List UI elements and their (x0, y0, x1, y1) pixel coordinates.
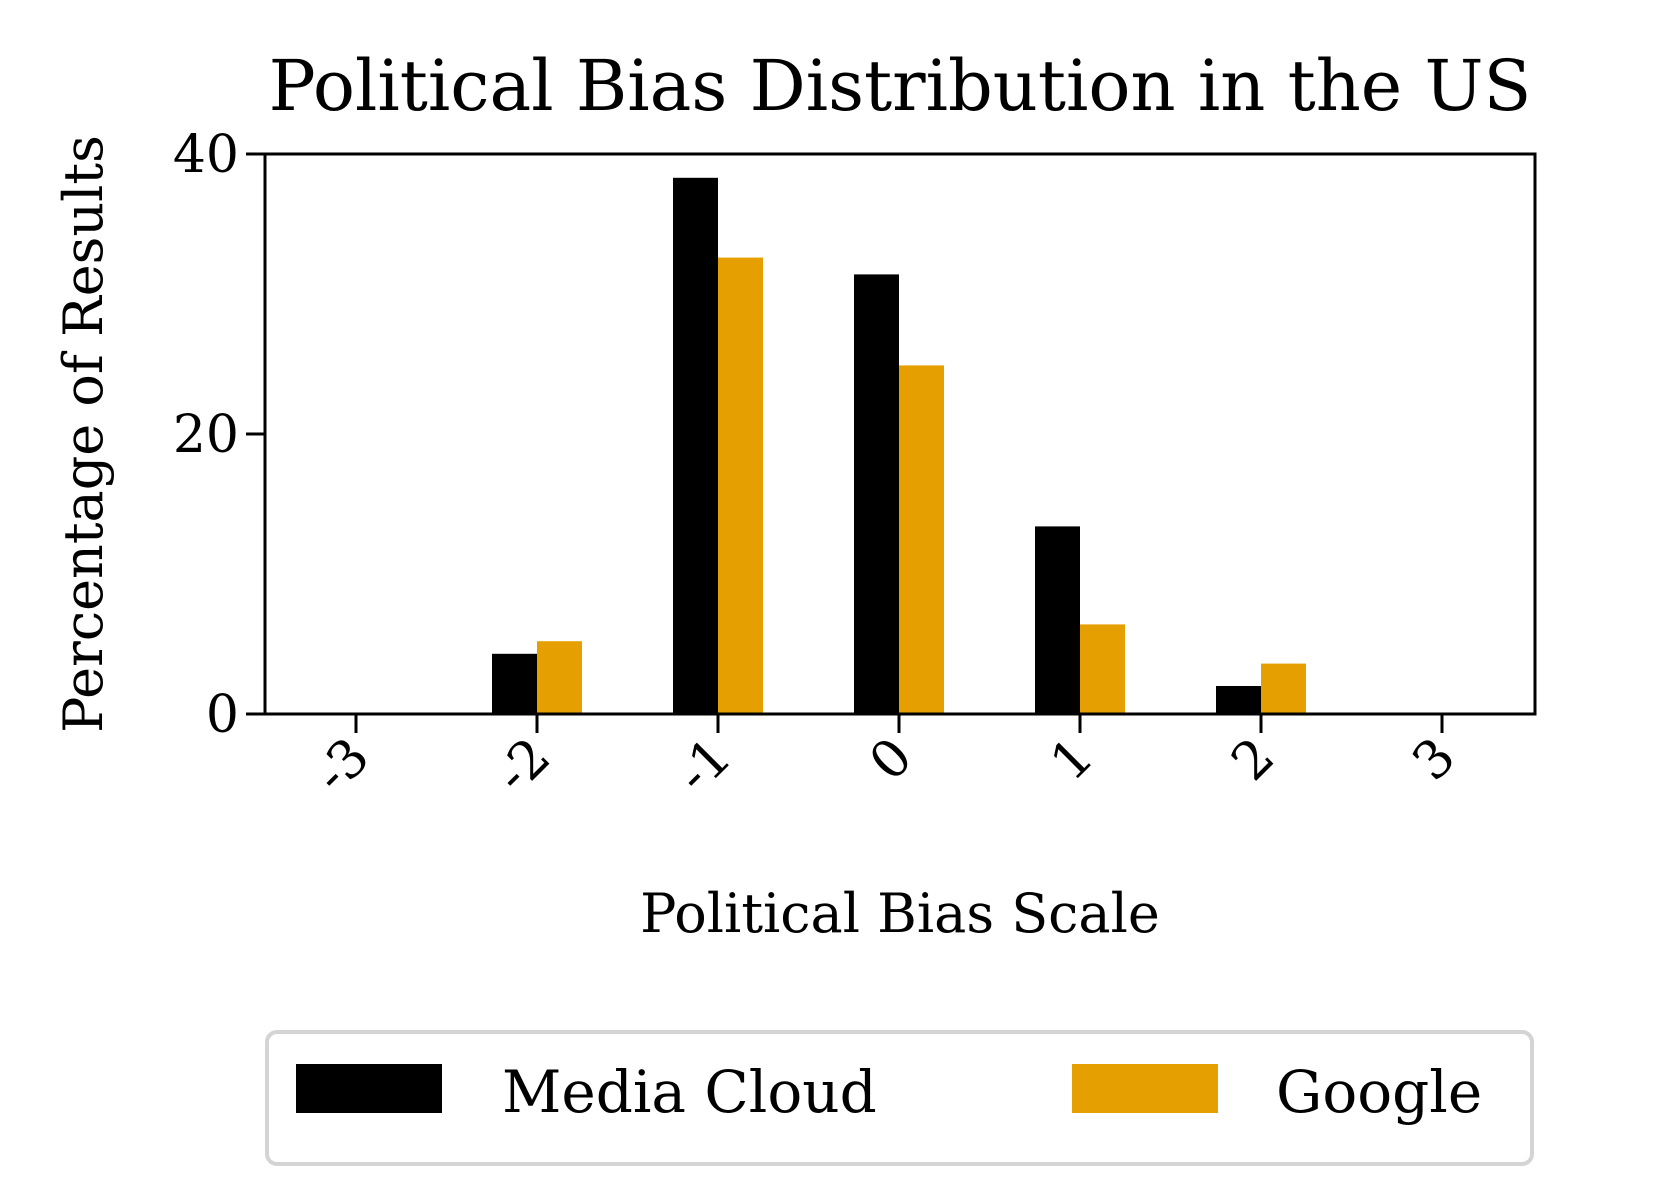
x-tick-label: 1 (1039, 727, 1105, 793)
bar-google-2 (1261, 663, 1306, 714)
x-tick-label: -1 (665, 727, 743, 805)
y-axis-ticks: 0 20 40 (173, 125, 265, 745)
chart-title: Political Bias Distribution in the US (269, 45, 1532, 127)
x-axis-label: Political Bias Scale (640, 882, 1160, 945)
x-tick-label: 2 (1220, 727, 1286, 793)
y-tick-label: 0 (206, 685, 239, 745)
legend: Media Cloud Google (265, 1030, 1534, 1166)
bars-group (492, 177, 1306, 715)
y-axis-label: Percentage of Results (52, 135, 115, 733)
bar-media-cloud--2 (492, 653, 537, 714)
x-tick-label: 0 (858, 727, 924, 793)
bar-media-cloud-0 (854, 274, 899, 714)
x-tick-label: 3 (1401, 727, 1467, 793)
bar-media-cloud-1 (1035, 526, 1080, 714)
y-tick-label: 40 (173, 125, 239, 185)
bar-google-1 (1080, 624, 1125, 714)
y-tick-label: 20 (173, 405, 239, 465)
legend-swatch-google (1072, 1064, 1218, 1113)
legend-label-media-cloud: Media Cloud (502, 1058, 877, 1126)
bar-media-cloud--1 (673, 177, 718, 715)
bar-google-0 (899, 365, 944, 714)
bar-media-cloud-2 (1216, 686, 1261, 714)
x-tick-label: -2 (484, 727, 562, 805)
x-tick-label: -3 (303, 727, 381, 805)
legend-label-google: Google (1276, 1058, 1482, 1126)
legend-swatch-media-cloud (296, 1064, 442, 1113)
bar-google--1 (718, 257, 763, 714)
x-axis-ticks: -3 -2 -1 0 1 2 3 (303, 714, 1467, 805)
bar-google--2 (537, 641, 582, 714)
